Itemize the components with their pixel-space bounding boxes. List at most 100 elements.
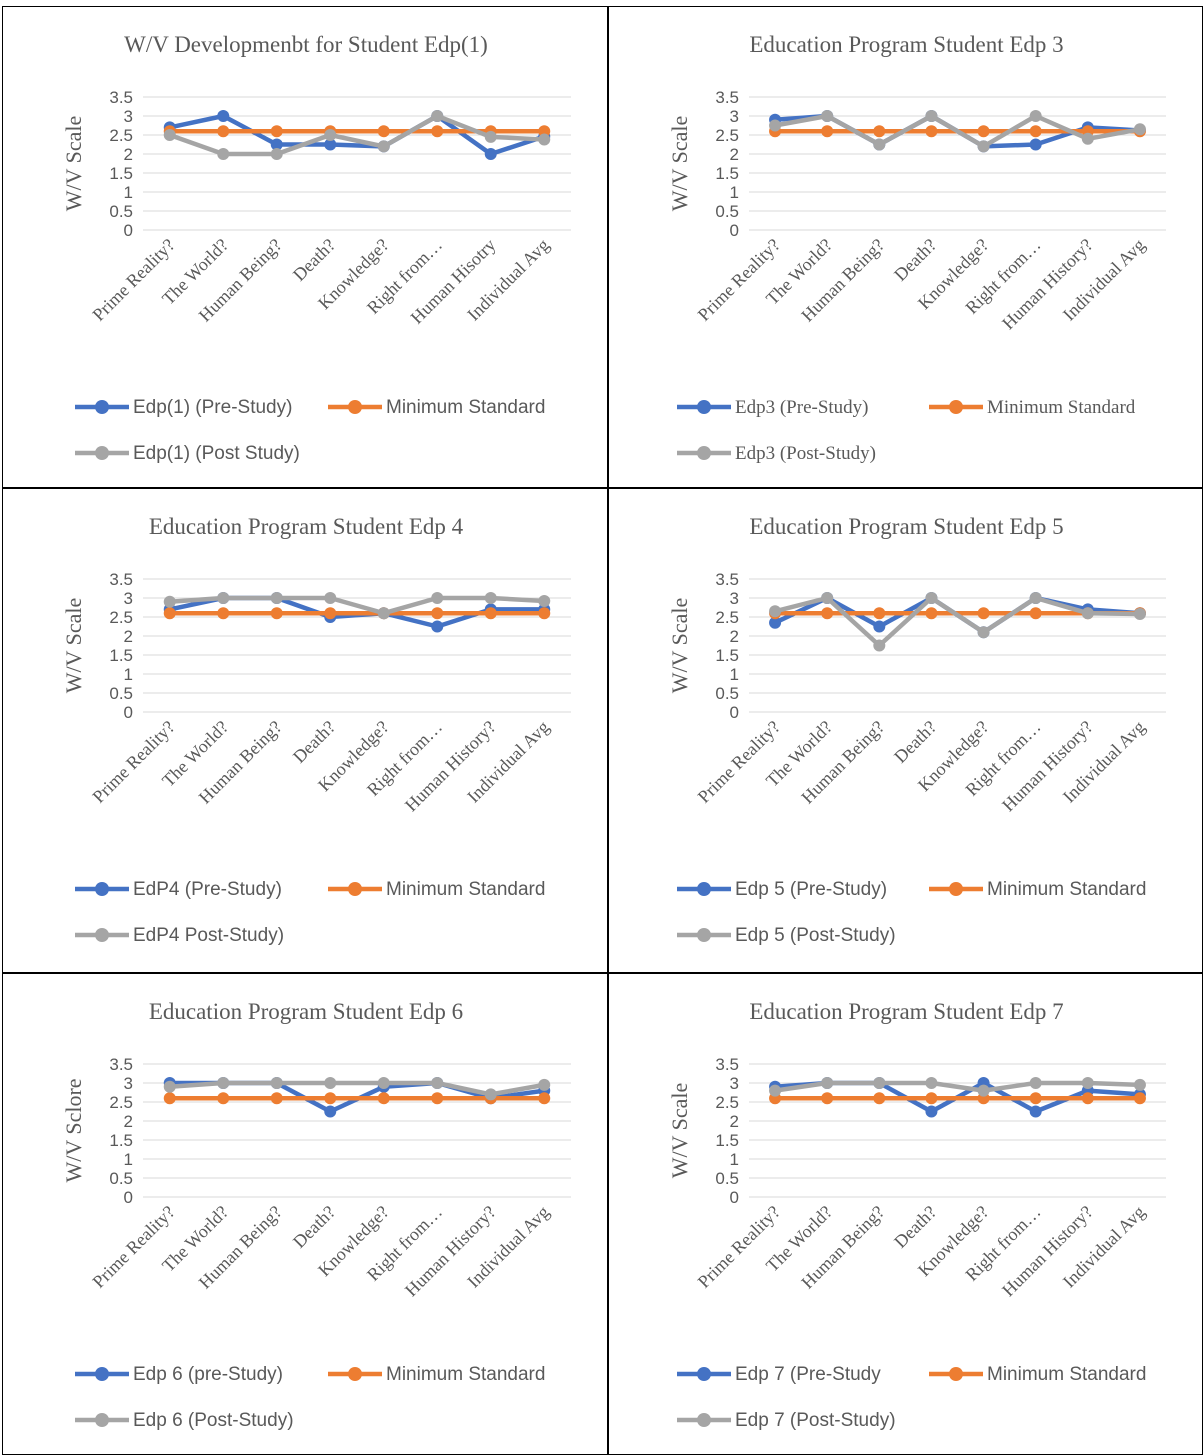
data-point bbox=[324, 138, 337, 151]
data-point bbox=[873, 620, 886, 633]
series-line-3 bbox=[168, 113, 545, 157]
data-point bbox=[821, 607, 834, 620]
data-point bbox=[769, 605, 782, 618]
data-point bbox=[217, 148, 230, 160]
y-tick-label: 3.5 bbox=[715, 88, 739, 107]
data-point bbox=[538, 125, 551, 138]
y-tick-label: 3.5 bbox=[715, 1055, 739, 1074]
legend-label: EdP4 (Pre-Study) bbox=[133, 879, 282, 900]
data-point bbox=[925, 110, 938, 122]
data-point bbox=[324, 1077, 337, 1089]
y-tick-label: 1 bbox=[730, 183, 739, 202]
y-tick-label: 3 bbox=[124, 1074, 133, 1093]
y-tick-label: 3 bbox=[124, 107, 133, 126]
data-point bbox=[431, 607, 444, 620]
y-tick-label: 3.5 bbox=[109, 88, 133, 107]
data-point bbox=[1029, 1077, 1042, 1089]
data-point bbox=[217, 125, 230, 138]
data-point bbox=[324, 607, 337, 620]
x-tick-label: Death? bbox=[890, 235, 940, 285]
legend-swatch-marker bbox=[949, 882, 963, 896]
legend-label: Edp3 (Pre-Study) bbox=[735, 397, 869, 418]
y-tick-label: 1 bbox=[124, 183, 133, 202]
x-tick-label: Prime Reality? bbox=[88, 717, 178, 807]
y-tick-label: 2.5 bbox=[109, 608, 133, 627]
data-point bbox=[484, 148, 497, 160]
data-point bbox=[217, 1077, 230, 1089]
data-point bbox=[873, 1092, 886, 1105]
line-chart: Education Program Student Edp 73.532.521… bbox=[667, 999, 1166, 1431]
chart-title: Education Program Student Edp 6 bbox=[149, 999, 463, 1024]
data-point bbox=[217, 592, 230, 604]
data-point bbox=[270, 1077, 283, 1089]
data-point bbox=[163, 595, 176, 608]
y-tick-label: 1.5 bbox=[109, 164, 133, 183]
data-point bbox=[324, 129, 337, 141]
data-point bbox=[431, 620, 444, 633]
data-point bbox=[925, 125, 938, 138]
y-tick-label: 2.5 bbox=[109, 126, 133, 145]
y-tick-label: 1.5 bbox=[109, 1131, 133, 1150]
chart-panel-5: Education Program Student Edp 6 3.5 3 2.5 2 1… bbox=[2, 973, 608, 1455]
data-point bbox=[431, 110, 444, 122]
data-point bbox=[925, 1092, 938, 1105]
y-tick-label: 0 bbox=[730, 703, 739, 722]
y-tick-label: 0 bbox=[730, 1188, 739, 1207]
chart-title: Education Program Student Edp 4 bbox=[149, 514, 464, 539]
data-point bbox=[163, 129, 176, 141]
x-tick-label: Prime Reality? bbox=[694, 235, 784, 325]
x-tick-label: Death? bbox=[890, 1202, 940, 1252]
y-tick-label: 2.5 bbox=[715, 608, 739, 627]
data-point bbox=[163, 1092, 176, 1105]
data-point bbox=[1133, 1078, 1146, 1091]
y-tick-label: 3 bbox=[124, 589, 133, 608]
x-tick-label: Death? bbox=[289, 717, 339, 767]
data-point bbox=[925, 607, 938, 620]
y-tick-label: 0.5 bbox=[109, 684, 133, 703]
data-point bbox=[821, 110, 834, 122]
legend-swatch-marker bbox=[95, 1367, 109, 1381]
data-point bbox=[821, 1077, 834, 1089]
data-point bbox=[484, 607, 497, 620]
legend-swatch-marker bbox=[95, 1413, 109, 1427]
x-tick-label: Human History? bbox=[998, 1202, 1097, 1301]
legend-label: Edp 5 (Post-Study) bbox=[735, 925, 896, 946]
x-tick-label: Prime Reality? bbox=[694, 717, 784, 807]
x-tick-label: Death? bbox=[289, 235, 339, 285]
y-tick-label: 1.5 bbox=[109, 646, 133, 665]
y-tick-label: 1 bbox=[730, 665, 739, 684]
data-point bbox=[431, 1077, 444, 1089]
y-tick-label: 3.5 bbox=[109, 1055, 133, 1074]
data-point bbox=[1081, 1092, 1094, 1105]
x-tick-label: Human History? bbox=[401, 717, 500, 816]
data-point bbox=[821, 125, 834, 138]
data-point bbox=[821, 592, 834, 604]
y-tick-label: 2 bbox=[730, 627, 739, 646]
chart-panel-6: Education Program Student Edp 7 3.5 3 2.5 2 1… bbox=[608, 973, 1203, 1455]
data-point bbox=[1029, 1105, 1042, 1118]
data-point bbox=[217, 1092, 230, 1105]
legend-swatch-marker bbox=[95, 928, 109, 942]
legend-swatch-marker bbox=[697, 400, 711, 414]
x-tick-label: Human History? bbox=[401, 1202, 500, 1301]
chart-panel-3: Education Program Student Edp 4 3.5 3 2.5 2 1… bbox=[2, 488, 608, 973]
y-tick-label: 3 bbox=[730, 1074, 739, 1093]
legend-swatch-marker bbox=[95, 882, 109, 896]
legend-swatch-marker bbox=[949, 400, 963, 414]
y-tick-label: 2.5 bbox=[109, 1093, 133, 1112]
data-point bbox=[270, 592, 283, 604]
data-point bbox=[163, 1080, 176, 1093]
legend-swatch-marker bbox=[697, 446, 711, 460]
legend-swatch-marker bbox=[348, 1367, 362, 1381]
legend-label: Edp(1) (Pre-Study) bbox=[133, 397, 292, 418]
data-point bbox=[217, 607, 230, 620]
legend-label: Edp 5 (Pre-Study) bbox=[735, 879, 887, 900]
y-tick-label: 0 bbox=[124, 1188, 133, 1207]
y-tick-label: 0 bbox=[730, 221, 739, 240]
data-point bbox=[1133, 1092, 1146, 1105]
legend-label: Edp 7 (Post-Study) bbox=[735, 1410, 896, 1431]
legend-label: Minimum Standard bbox=[386, 879, 545, 900]
series-line-3 bbox=[169, 1080, 545, 1097]
y-tick-label: 1 bbox=[124, 1150, 133, 1169]
